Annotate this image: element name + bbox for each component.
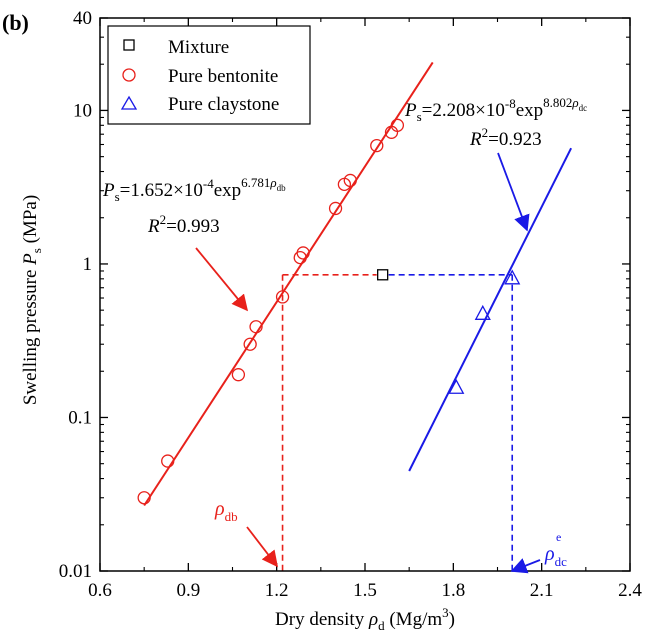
- legend-label-bentonite: Pure bentonite: [168, 66, 278, 87]
- bentonite-point: [328, 201, 343, 216]
- x-tick-label: 1.2: [265, 580, 289, 601]
- bentonite-point: [231, 368, 246, 382]
- bentonite-point: [243, 337, 257, 351]
- claystone-fit-line: [408, 147, 573, 472]
- x-tick-label: 0.6: [88, 580, 112, 601]
- bentonite-point: [137, 491, 151, 505]
- claystone-equation-text: Ps=2.208×10-8exp8.802ρdc: [404, 95, 587, 124]
- rho-dc-arrow: [510, 558, 541, 574]
- x-tick-label: 1.5: [353, 580, 377, 601]
- claystone-point: [504, 269, 521, 285]
- x-tick-label: 2.4: [618, 580, 642, 601]
- bentonite-point: [390, 118, 405, 132]
- y-tick-label: 10: [73, 100, 92, 121]
- claystone-r2-text: R2=0.923: [469, 125, 542, 150]
- claystone-point: [448, 378, 465, 394]
- rho-db-arrow: [246, 526, 278, 568]
- bentonite-r2-text: R2=0.993: [147, 212, 220, 237]
- bentonite-point: [370, 138, 384, 153]
- mixture-point: [377, 269, 389, 281]
- y-axis-label: Swelling pressure Ps (MPa): [20, 195, 44, 405]
- y-tick-label: 40: [73, 8, 92, 29]
- rho-db-label: ρdb: [214, 498, 238, 524]
- tick-marks: [99, 17, 631, 572]
- legend-label-claystone: Pure claystone: [168, 94, 279, 115]
- x-axis-label: Dry density ρd (Mg/m3): [275, 605, 455, 633]
- bentonite-equation-text: Ps=1.652×10-4exp6.781ρdb: [102, 175, 286, 204]
- legend-box: [107, 25, 311, 125]
- bentonite-point: [343, 173, 357, 188]
- bentonite-equation: Ps=1.652×10-4exp6.781ρdb R2=0.993: [102, 175, 286, 237]
- claystone-point: [474, 304, 491, 320]
- bentonite-point: [249, 320, 263, 334]
- fit-lines: [143, 61, 573, 507]
- panel-label: (b): [2, 10, 29, 35]
- x-tick-label: 0.9: [176, 580, 200, 601]
- legend-square-icon: [123, 39, 135, 51]
- claystone-fit-arrow: [497, 152, 530, 232]
- x-tick-label: 2.1: [530, 580, 554, 601]
- tick-labels: 0.6 0.9 1.2 1.5 1.8 2.1 2.4 0.01 0.1 1 10 40: [59, 8, 643, 601]
- rho-dc-label: ρdc: [544, 543, 567, 569]
- legend: Mixture Pure bentonite Pure claystone: [107, 25, 311, 125]
- bentonite-point: [275, 290, 290, 304]
- y-tick-label: 0.01: [59, 561, 92, 582]
- y-tick-label: 1: [83, 254, 93, 275]
- legend-triangle-icon: [120, 95, 138, 110]
- bentonite-point: [161, 454, 175, 468]
- claystone-equation: Ps=2.208×10-8exp8.802ρdc R2=0.923: [404, 95, 587, 150]
- guide-lines: [281, 273, 514, 571]
- legend-circle-icon: [122, 68, 136, 82]
- y-tick-label: 0.1: [68, 407, 92, 428]
- bentonite-fit-line: [143, 61, 434, 507]
- legend-label-mixture: Mixture: [168, 37, 229, 58]
- bentonite-point: [296, 246, 310, 260]
- bentonite-fit-arrow: [195, 247, 249, 312]
- rho-dc-superscript: e: [556, 530, 561, 544]
- x-tick-label: 1.8: [441, 580, 465, 601]
- data-points: [137, 118, 521, 505]
